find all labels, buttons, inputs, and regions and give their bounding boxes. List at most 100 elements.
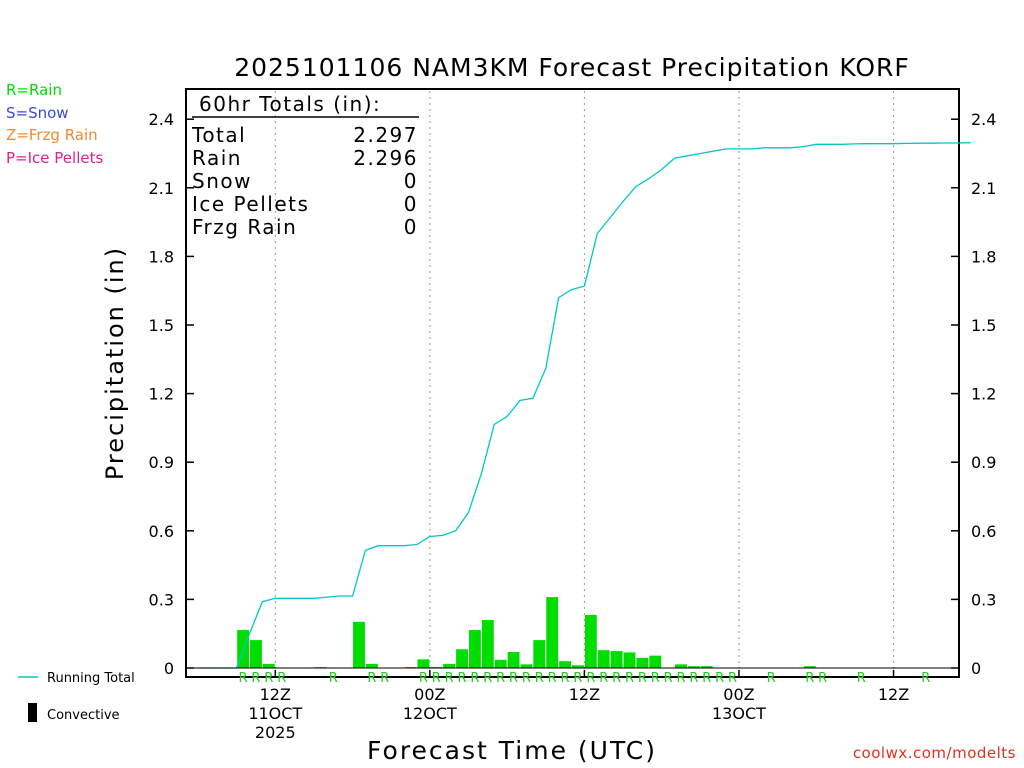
y-tick-label-right-8: 2.4 [971,110,996,129]
totals-box: 60hr Totals (in): Total 2.297 Rain 2.296 Sno… [191,92,419,239]
precip-bar-hour-13 [353,621,365,668]
precip-type-marker-25: R [509,671,518,686]
legend-frzg-rain: Z=Frzg Rain [6,126,98,144]
precip-bar-hour-27 [533,640,546,668]
legend-rain: R=Rain [6,81,62,99]
y-tick-label-right-0: 0 [971,659,981,678]
precip-type-marker-24: R [496,671,505,686]
x-tick-label-42-0: 00Z [723,685,754,704]
x-tick-label-30-0: 12Z [569,685,600,704]
precip-type-marker-57: R [921,671,930,686]
convective-legend-label: Convective [47,708,120,723]
precip-type-marker-35: R [638,671,647,686]
totals-value-2: 0 [404,169,418,193]
running-total-legend-label: Running Total [47,671,135,686]
x-axis-label: Forecast Time (UTC) [367,736,657,765]
precip-bar-hour-39 [687,666,700,668]
precip-bar-hour-21 [456,649,468,668]
precip-bar-hour-35 [636,657,649,668]
precip-type-marker-4: R [239,671,248,686]
precip-type-marker-41: R [715,671,724,686]
totals-label-1: Rain [192,146,242,170]
x-tick-label-54-0: 12Z [878,685,909,704]
precip-type-marker-18: R [419,671,428,686]
totals-header: 60hr Totals (in): [199,92,381,116]
precip-type-marker-45: R [767,671,776,686]
y-tick-label-left-6: 1.8 [149,247,174,266]
x-tick-label-6-2: 2025 [255,723,296,742]
precip-type-marker-7: R [277,671,286,686]
precip-type-marker-14: R [367,671,376,686]
precip-bar-hour-31 [584,614,597,668]
plot-frame [185,88,960,678]
totals-value-1: 2.296 [353,146,418,170]
precip-bar-hour-30 [572,665,584,668]
x-tick-label-18-1: 12OCT [403,704,457,723]
precip-bar-hour-18 [417,659,430,668]
precip-bar-hour-22 [468,630,481,668]
y-tick-label-left-2: 0.6 [149,522,174,541]
precip-type-marker-26: R [522,671,531,686]
precip-type-marker-27: R [535,671,544,686]
precip-type-marker-42: R [728,671,737,686]
precip-bar-hour-23 [481,619,494,668]
precip-type-marker-22: R [470,671,479,686]
precip-type-marker-21: R [458,671,467,686]
totals-label-0: Total [191,123,246,147]
y-axis-ticks: 0 00.3 0.30.6 0.60.9 0.91.2 1.21.5 1.51.8 1.82.… [149,110,997,678]
precip-bar-hour-5 [250,640,262,668]
precip-type-marker-49: R [818,671,827,686]
precip-bar-hour-24 [494,659,507,668]
y-tick-label-left-5: 1.5 [149,316,174,335]
y-tick-label-left-3: 0.9 [149,453,174,472]
vertical-gridlines [274,91,895,675]
precip-type-marker-40: R [702,671,711,686]
precip-bar-hour-33 [610,651,623,668]
y-axis-label: Precipitation (in) [101,246,129,480]
precip-type-marker-20: R [445,671,454,686]
precip-bar-hour-26 [520,664,533,668]
precip-type-marker-5: R [251,671,260,686]
totals-label-2: Snow [192,169,252,193]
precip-bar-hour-28 [546,597,559,668]
y-tick-label-right-7: 2.1 [971,179,996,198]
x-tick-label-6-1: 11OCT [248,704,302,723]
precip-type-marker-33: R [612,671,621,686]
y-tick-label-left-8: 2.4 [149,110,174,129]
running-total-line [198,142,971,669]
precip-bar-hour-32 [597,650,610,668]
totals-label-3: Ice Pellets [192,192,309,216]
totals-value-0: 2.297 [353,123,418,147]
x-tick-label-18-0: 00Z [414,685,445,704]
precip-bar-hour-25 [507,651,520,668]
chart-title: 2025101106 NAM3KM Forecast Precipitation… [234,53,910,82]
precip-type-marker-32: R [599,671,608,686]
y-tick-label-right-5: 1.5 [971,316,996,335]
totals-rows: Total 2.297 Rain 2.296 Snow 0 Ice Pellets 0 Frzg… [191,123,418,239]
precip-type-marker-34: R [625,671,634,686]
precip-bar-hour-14 [365,663,378,668]
precip-bar-hour-36 [649,655,662,668]
precip-bar-hour-48 [803,666,816,668]
precip-type-marker-36: R [651,671,660,686]
precip-type-marker-28: R [548,671,557,686]
precip-bar-hour-38 [675,664,687,668]
precip-type-marker-31: R [586,671,595,686]
totals-value-3: 0 [404,192,418,216]
precip-bar-hour-29 [559,661,572,668]
convective-legend-swatch [28,703,37,722]
precip-type-marker-23: R [483,671,492,686]
precip-type-marker-37: R [664,671,673,686]
totals-value-4: 0 [404,215,418,239]
precip-bar-hour-20 [443,663,456,668]
precip-type-marker-29: R [561,671,570,686]
precip-type-marker-52: R [857,671,866,686]
running-total-line-group [198,142,971,669]
y-tick-label-right-1: 0.3 [971,590,996,609]
precip-type-marker-38: R [676,671,685,686]
precip-type-marker-39: R [689,671,698,686]
precip-type-marker-6: R [264,671,273,686]
